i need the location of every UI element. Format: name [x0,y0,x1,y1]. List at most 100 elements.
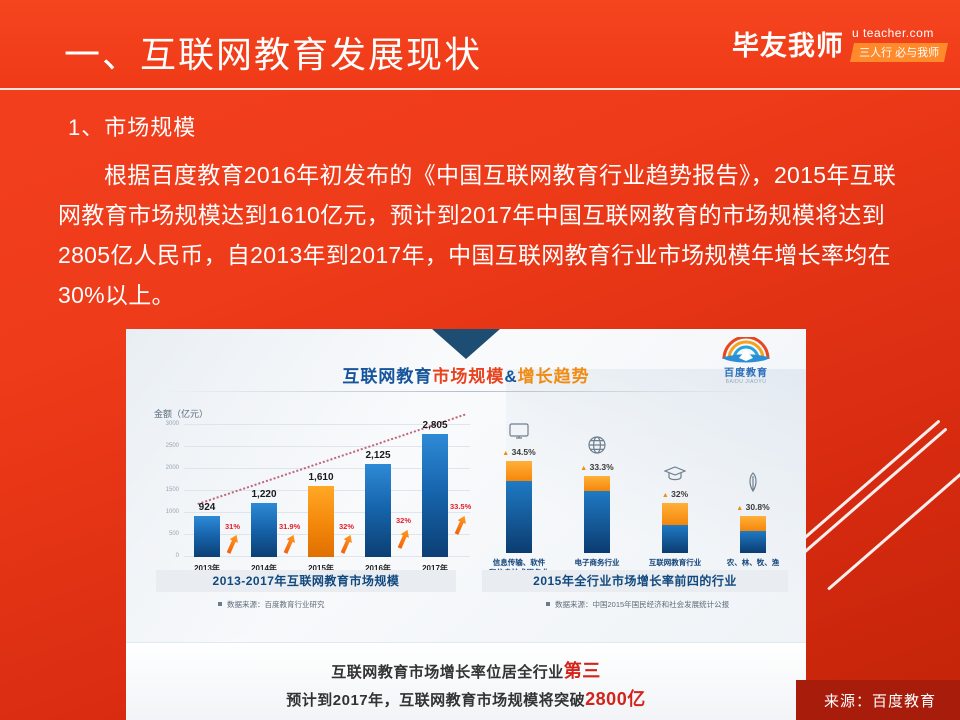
infographic-title-part1: 互联网教育 [342,367,433,386]
y-tick-label: 1500 [165,487,179,493]
industry-value-label: ▲ 32% [662,489,688,499]
growth-arrow-icon [224,533,240,555]
up-triangle-icon: ▲ [661,492,669,499]
x-axis-label: 2014年 [251,564,277,573]
x-axis-label: 2016年 [365,564,391,573]
industry-bar-bottom-segment [662,525,688,553]
growth-label-2014: 31.9% [279,522,301,531]
y-axis-unit-label: 金额（亿元） [154,409,209,419]
bar-2014: 1,220 2014年 [251,489,277,573]
header-divider [0,88,960,90]
industry-item-4: ▲ 30.8% 农、林、牧、渔 [718,472,788,567]
industry-value-text: 34.5% [511,447,536,457]
growth-label-2013: 31% [225,522,241,531]
bullet-square-icon [218,602,222,606]
diagonal-line-3 [827,470,960,591]
industry-bar-bottom-segment [740,531,766,553]
right-chart-source-text: 数据来源：中国2015年国民经济和社会发展统计公报 [555,600,730,609]
growth-arrow-icon [452,514,468,536]
industry-label: 电子商务行业 [574,558,620,567]
infographic-title-part2: 市场规模 [432,367,505,386]
bar-value-label: 1,220 [251,489,277,501]
diagonal-line-1 [790,419,941,573]
market-size-bar-chart: 金额（亿元） 0 500 1000 1500 2000 2500 3000 92… [144,407,474,587]
bar-value-label: 924 [198,502,216,514]
left-chart-source: 数据来源：百度教育行业研究 [218,599,448,610]
bullet-square-icon [546,602,550,606]
infographic-footer: 互联网教育市场增长率位居全行业第三 预计到2017年，互联网教育市场规模将突破2… [126,642,806,720]
right-chart-source: 数据来源：中国2015年国民经济和社会发展统计公报 [546,599,786,610]
infographic-image: 互联网教育市场规模&增长趋势 百度教育 BAIDU JIAOYU 金额（亿元） [126,329,806,720]
bar-2017: 2,805 2017年 [422,420,448,573]
growth-arrow-icon [338,533,354,555]
industry-item-2: ▲ 33.3% 电子商务行业 [562,436,632,567]
bar-2013: 924 2013年 [194,502,220,573]
industry-bar-top-segment [740,516,766,531]
graduation-cap-icon [663,466,687,486]
y-tick-label: 0 [175,553,179,559]
baidu-bear-paw-icon [720,335,772,363]
footer-line-2-text: 预计到2017年，互联网教育市场规模将突破 [286,692,586,709]
x-axis-label: 2015年 [308,564,334,573]
x-axis-label: 2017年 [422,564,448,573]
up-triangle-icon: ▲ [502,450,510,457]
industry-bar-top-segment [662,503,688,525]
y-tick-label: 500 [168,531,179,537]
industry-bar-bottom-segment [584,491,610,553]
growth-label-2015: 32% [339,522,355,531]
brand-sub: u teacher.com 三人行 必与我师 [849,25,949,62]
bar-value-label: 2,125 [365,449,391,461]
chevron-marker-icon [432,329,500,359]
brand-tagline-text: 三人行 必与我师 [859,46,940,59]
brand-url: u teacher.com [851,25,934,40]
source-attribution-bar: 来源：百度教育 [795,680,960,720]
infographic-title-part3: & [504,367,518,386]
wheat-icon [746,472,760,499]
industry-bar: ▲ 30.8% [736,472,770,553]
baidu-logo-pinyin: BAIDU JIAOYU [725,379,767,385]
infographic-title-rule [162,391,770,392]
growth-arrow-icon [395,528,411,550]
brand-logo: 毕友我师 u teacher.com 三人行 必与我师 [732,24,949,63]
industry-bar-bottom-segment [506,481,532,553]
industry-growth-chart: ▲ 34.5% 信息传输、软件 和信息技术服务业 ▲ 33.3% [484,407,792,587]
up-triangle-icon: ▲ [736,505,744,512]
industry-bar-top-segment [506,461,532,481]
industry-label: 农、林、牧、渔 [726,558,780,567]
gridline: 3000 [166,421,470,427]
footer-line-2-emphasis: 2800亿 [585,689,646,709]
body-paragraph: 根据百度教育2016年初发布的《中国互联网教育行业趋势报告》，2015年互联网教… [58,162,897,308]
infographic-title-part4: 增长趋势 [517,367,590,386]
industry-value-text: 33.3% [589,462,614,472]
industry-value-label: ▲ 30.8% [736,502,769,512]
source-attribution-text: 来源：百度教育 [823,692,936,710]
x-axis-label: 2013年 [194,564,220,573]
gridline: 2000 [166,465,470,471]
bar-2015: 1,610 2015年 [308,472,334,573]
left-chart-caption: 2013-2017年互联网教育市场规模 [156,570,456,592]
right-chart-caption: 2015年全行业市场增长率前四的行业 [482,570,788,592]
left-chart-source-text: 数据来源：百度教育行业研究 [227,600,325,609]
industry-label: 互联网教育行业 [648,558,702,567]
decorative-diagonal-lines [790,380,960,640]
growth-label-2017: 33.5% [450,502,472,511]
up-triangle-icon: ▲ [580,465,588,472]
infographic-footer-line-2: 预计到2017年，互联网教育市场规模将突破2800亿 [126,685,806,711]
growth-arrow-icon [281,533,297,555]
baidu-education-logo: 百度教育 BAIDU JIAOYU [708,335,784,385]
y-tick-label: 2000 [165,465,179,471]
footer-line-1-emphasis: 第三 [563,661,601,681]
industry-bar: ▲ 32% [662,466,688,553]
y-tick-label: 2500 [165,443,179,450]
infographic-title: 互联网教育市场规模&增长趋势 [126,362,806,387]
bar-chart-plot-area: 0 500 1000 1500 2000 2500 3000 924 2013年… [166,413,472,573]
section-subtitle: 1、市场规模 [68,115,197,140]
industry-bar: ▲ 34.5% [502,423,536,553]
page-title: 一、互联网教育发展现状 [64,34,483,75]
globe-icon [588,436,606,459]
infographic-footer-line-1: 互联网教育市场增长率位居全行业第三 [126,657,806,683]
monitor-icon [509,423,529,444]
y-tick-label: 3000 [165,421,179,427]
gridline: 2500 [166,443,470,449]
